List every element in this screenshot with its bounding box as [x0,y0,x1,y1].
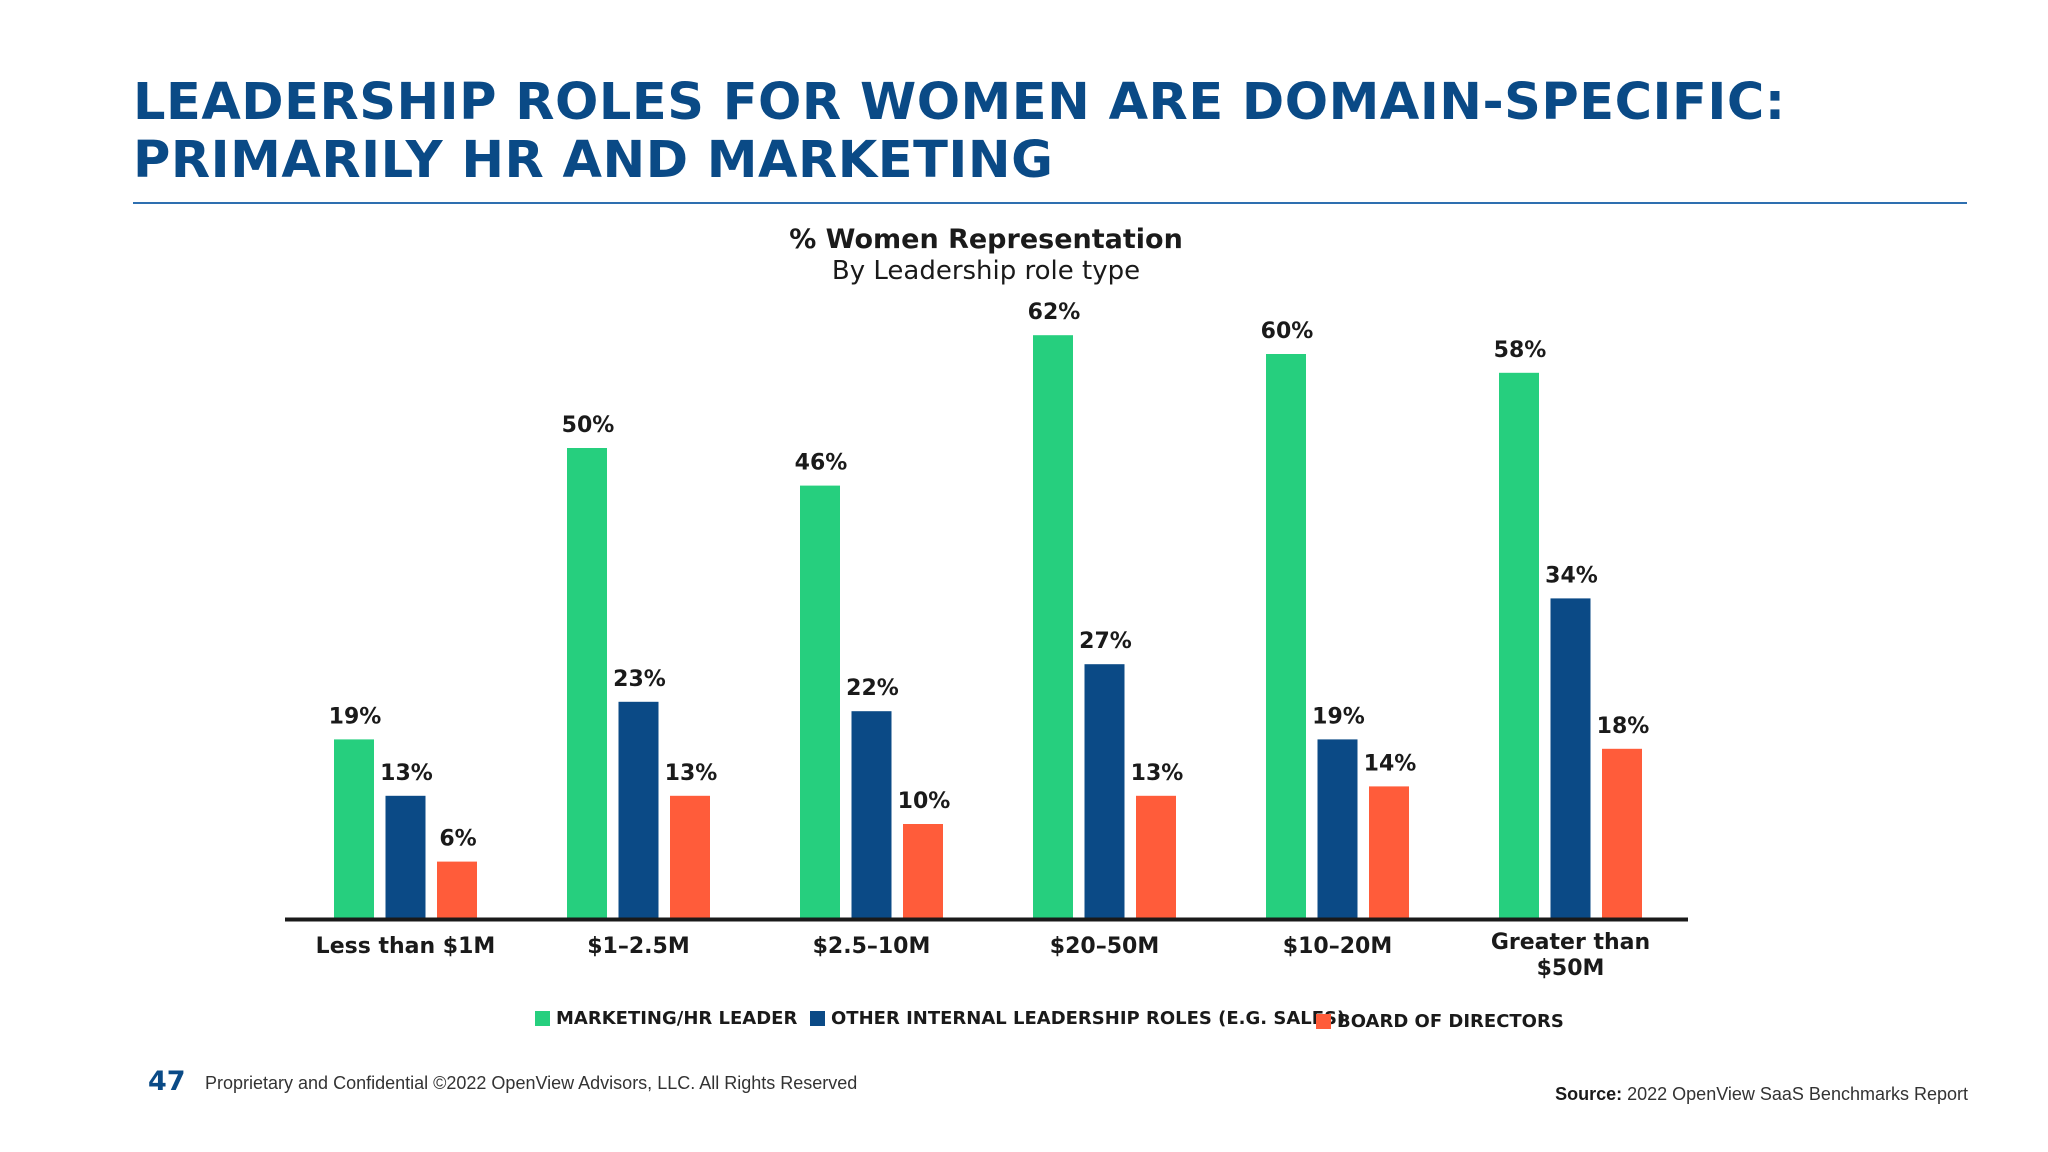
data-label: 27% [1079,629,1132,654]
bar [1033,335,1073,918]
bar [1602,748,1642,918]
bar [800,485,840,918]
slide-title: LEADERSHIP ROLES FOR WOMEN ARE DOMAIN-SP… [133,74,1786,190]
bar [1084,664,1125,918]
category-label: $2.5–10M [813,934,931,959]
data-label: 10% [898,789,951,814]
data-label: 13% [1131,761,1184,786]
legend-label-other-internal: OTHER INTERNAL LEADERSHIP ROLES (E.G. SA… [831,1008,1346,1029]
bar [851,711,892,918]
bar [1266,354,1306,918]
legend-swatch-board [1316,1014,1331,1029]
data-label: 13% [380,761,433,786]
page-number: 47 [148,1066,186,1097]
category-label: Less than $1M [316,934,496,959]
data-label: 13% [665,761,718,786]
data-label: 34% [1545,563,1598,588]
bar [1369,786,1409,918]
bar [1136,795,1176,918]
bar [903,824,943,918]
legend-item-marketing-hr: MARKETING/HR LEADER [535,1008,797,1029]
data-label: 60% [1261,319,1314,344]
bar [1550,598,1591,918]
data-label: 19% [1312,704,1365,729]
legend-label-marketing-hr: MARKETING/HR LEADER [556,1008,798,1029]
data-label: 50% [562,413,615,438]
source-text: 2022 OpenView SaaS Benchmarks Report [1627,1084,1968,1104]
data-label: 46% [795,451,848,476]
slide-title-line1: LEADERSHIP ROLES FOR WOMEN ARE DOMAIN-SP… [133,73,1786,132]
category-label: Greater than [1491,930,1650,955]
bar [385,795,426,918]
bar [1499,372,1539,918]
legend-swatch-marketing-hr [535,1011,550,1026]
data-label: 62% [1028,300,1081,325]
source-note: Source: 2022 OpenView SaaS Benchmarks Re… [1555,1084,1968,1105]
chart-title: % Women Representation [789,224,1183,255]
bar [437,861,477,918]
data-label: 14% [1364,751,1417,776]
bar [670,795,710,918]
legend-label-board: BOARD OF DIRECTORS [1337,1011,1564,1032]
data-label: 58% [1494,338,1547,363]
data-label: 6% [439,827,476,852]
legend-swatch-other-internal [810,1011,825,1026]
bar [1317,739,1358,918]
bar [618,701,659,918]
data-label: 19% [329,704,382,729]
copyright-text: Proprietary and Confidential ©2022 OpenV… [205,1073,858,1093]
slide-title-line2: PRIMARILY HR AND MARKETING [133,131,1054,190]
category-label: $20–50M [1050,934,1159,959]
category-label: $50M [1537,956,1605,981]
chart-legend: MARKETING/HR LEADER OTHER INTERNAL LEADE… [0,1008,2048,1038]
category-label: $1–2.5M [587,934,689,959]
data-label: 18% [1597,714,1650,739]
legend-item-other-internal: OTHER INTERNAL LEADERSHIP ROLES (E.G. SA… [810,1008,1345,1029]
data-label: 23% [613,667,666,692]
data-label: 22% [846,676,899,701]
bar [567,448,607,918]
category-label: $10–20M [1283,934,1392,959]
bar [334,739,374,918]
source-label: Source: [1555,1084,1623,1104]
title-divider [133,202,1967,204]
legend-item-board: BOARD OF DIRECTORS [1316,1011,1564,1032]
chart-subtitle: By Leadership role type [831,256,1141,286]
